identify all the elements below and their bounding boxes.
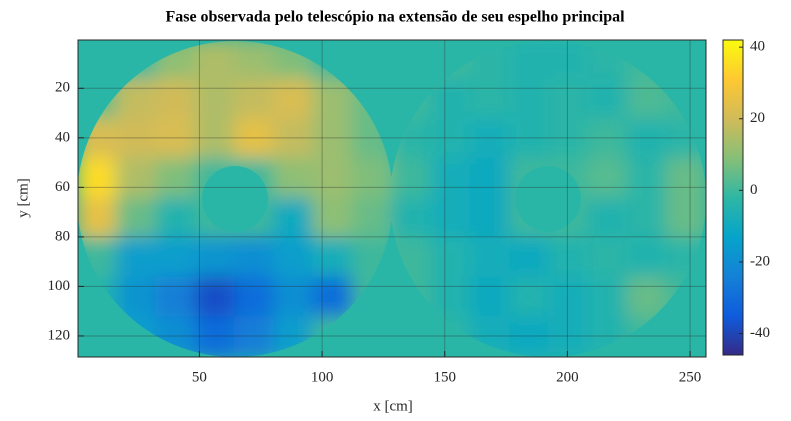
heatmap-cell bbox=[234, 277, 275, 319]
heatmap-cell bbox=[234, 316, 275, 358]
y-tick-label: 40 bbox=[55, 129, 70, 145]
heatmap-cell bbox=[666, 198, 707, 240]
heatmap-cell bbox=[627, 118, 668, 160]
heatmap-cell bbox=[627, 158, 668, 200]
heatmap-cell bbox=[509, 79, 550, 121]
heatmap-cell bbox=[273, 277, 314, 319]
x-tick-label: 200 bbox=[556, 369, 579, 385]
heatmap-cell bbox=[313, 158, 354, 200]
heatmap-cell bbox=[156, 277, 197, 319]
x-tick-label: 150 bbox=[433, 369, 456, 385]
y-tick-label: 120 bbox=[48, 327, 71, 343]
colorbar bbox=[723, 40, 743, 355]
heatmap-cell bbox=[391, 198, 432, 240]
heatmap-cell bbox=[273, 79, 314, 121]
heatmap-cell bbox=[666, 158, 707, 200]
heatmap-cell bbox=[548, 118, 589, 160]
heatmap-cell bbox=[587, 158, 628, 200]
heatmap-cell bbox=[470, 237, 511, 279]
heatmap-cell bbox=[509, 237, 550, 279]
x-axis-label: x [cm] bbox=[373, 398, 413, 414]
heatmap-cell bbox=[587, 79, 628, 121]
heatmap-cell bbox=[273, 158, 314, 200]
heatmap-cell bbox=[352, 198, 393, 240]
x-tick-label: 250 bbox=[679, 369, 702, 385]
heatmap-cell bbox=[509, 118, 550, 160]
x-tick-label: 100 bbox=[311, 369, 334, 385]
x-tick-label: 50 bbox=[192, 369, 207, 385]
heatmap-cell bbox=[470, 158, 511, 200]
heatmap-cell bbox=[77, 198, 118, 240]
heatmap-cell bbox=[313, 118, 354, 160]
heatmap-cell bbox=[627, 237, 668, 279]
heatmap-cell bbox=[156, 198, 197, 240]
heatmap-cell bbox=[234, 118, 275, 160]
y-axis-label: y [cm] bbox=[15, 178, 31, 218]
heatmap-cell bbox=[313, 198, 354, 240]
colorbar-tick-label: -40 bbox=[750, 325, 770, 341]
heatmap-cell bbox=[273, 237, 314, 279]
heatmap-cell bbox=[116, 158, 157, 200]
heatmap-cell bbox=[509, 316, 550, 358]
colorbar-tick-label: 0 bbox=[750, 182, 758, 198]
heatmap-cell bbox=[548, 277, 589, 319]
heatmap-cell bbox=[430, 198, 471, 240]
heatmap-cell bbox=[548, 316, 589, 358]
heatmap-cell bbox=[548, 79, 589, 121]
y-tick-label: 20 bbox=[55, 80, 70, 96]
chart: Fase observada pelo telescópio na extens… bbox=[0, 0, 791, 421]
y-tick-label: 100 bbox=[48, 278, 71, 294]
heatmap-cell bbox=[548, 39, 589, 81]
heatmap-cell bbox=[509, 277, 550, 319]
heatmap-cell bbox=[195, 316, 236, 358]
heatmap-cell bbox=[470, 79, 511, 121]
heatmap-cell bbox=[391, 158, 432, 200]
heatmap-cell bbox=[313, 237, 354, 279]
heatmap-cell bbox=[548, 237, 589, 279]
heatmap-cell bbox=[470, 118, 511, 160]
colorbar-tick-label: -20 bbox=[750, 253, 770, 269]
heatmap-cell bbox=[156, 118, 197, 160]
heatmap-cell bbox=[587, 237, 628, 279]
colorbar-tick-label: 40 bbox=[750, 39, 765, 55]
heatmap-cell bbox=[195, 39, 236, 81]
y-tick-label: 80 bbox=[55, 228, 70, 244]
y-tick-label: 60 bbox=[55, 179, 70, 195]
heatmap-cell bbox=[273, 118, 314, 160]
heatmap-cell bbox=[587, 198, 628, 240]
heatmap-cell bbox=[156, 237, 197, 279]
heatmap-cell bbox=[509, 39, 550, 81]
heatmap-cell bbox=[116, 237, 157, 279]
heatmap-cell bbox=[273, 198, 314, 240]
chart-title: Fase observada pelo telescópio na extens… bbox=[165, 9, 625, 26]
heatmap-cell bbox=[195, 79, 236, 121]
heatmap-cell bbox=[430, 118, 471, 160]
heatmap-cell bbox=[587, 277, 628, 319]
heatmap-cell bbox=[234, 79, 275, 121]
heatmap-cell bbox=[195, 118, 236, 160]
heatmap-cell bbox=[116, 118, 157, 160]
heatmap-cell bbox=[587, 118, 628, 160]
central-obstruction bbox=[515, 166, 581, 232]
heatmap-cell bbox=[430, 237, 471, 279]
heatmap-cell bbox=[470, 277, 511, 319]
heatmap-cell bbox=[116, 198, 157, 240]
heatmap-cell bbox=[156, 158, 197, 200]
heatmap-cell bbox=[470, 198, 511, 240]
heatmap-cell bbox=[352, 158, 393, 200]
heatmap-cell bbox=[627, 198, 668, 240]
heatmap-cell bbox=[77, 158, 118, 200]
colorbar-tick-label: 20 bbox=[750, 110, 765, 126]
heatmap-cell bbox=[234, 39, 275, 81]
heatmap-cell bbox=[195, 237, 236, 279]
central-obstruction bbox=[202, 166, 268, 232]
heatmap-cell bbox=[195, 277, 236, 319]
heatmap-cell bbox=[156, 79, 197, 121]
heatmap-cell bbox=[430, 158, 471, 200]
heatmap-cell bbox=[234, 237, 275, 279]
